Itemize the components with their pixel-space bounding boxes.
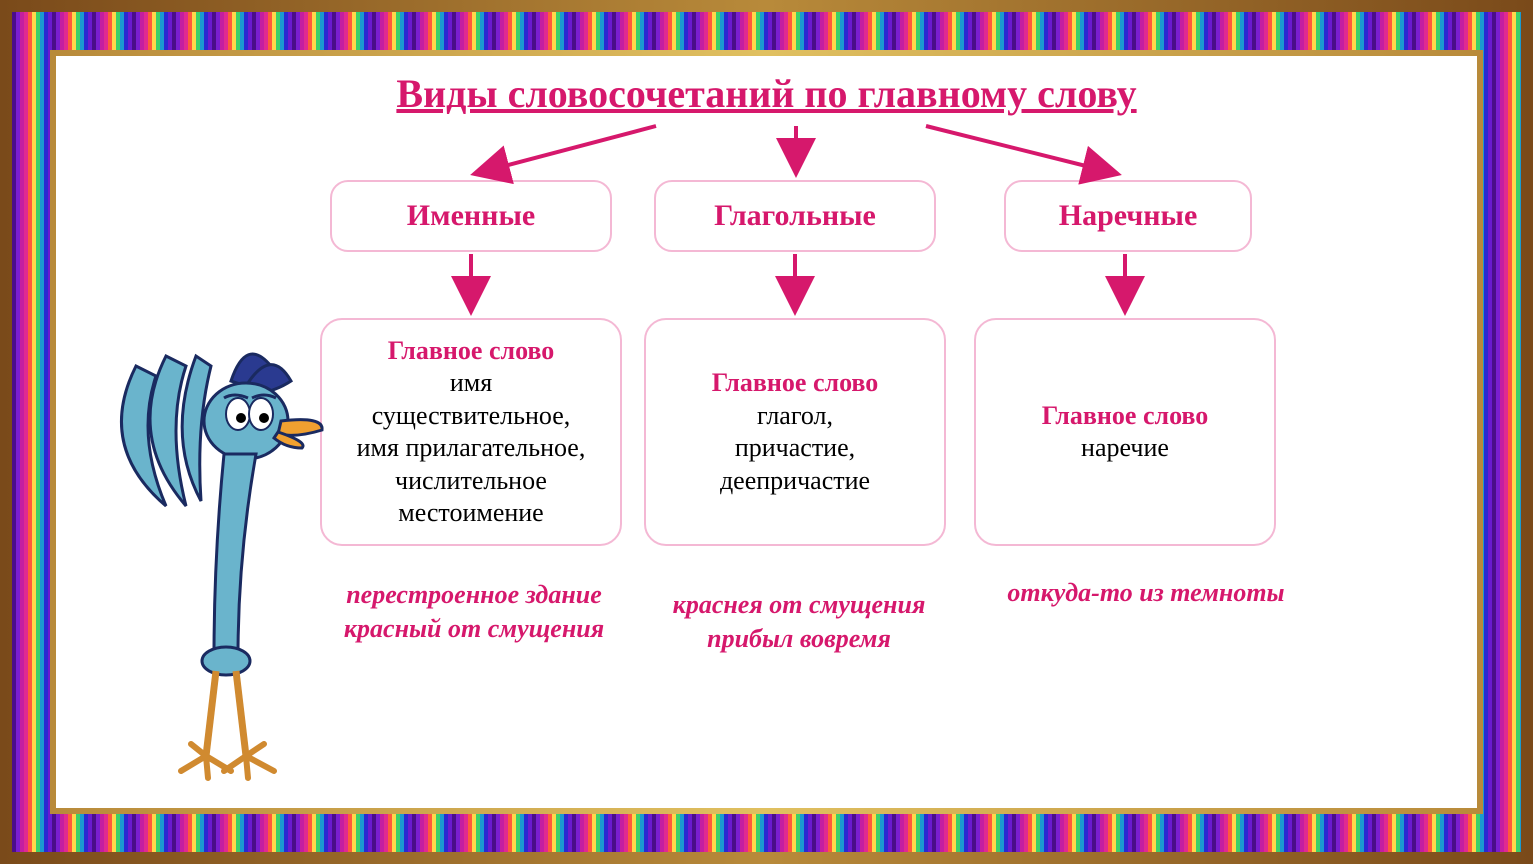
diagram-title: Виды словосочетаний по главному слову — [56, 70, 1477, 117]
detail-body-verbal: глагол, причастие, деепричастие — [720, 400, 870, 498]
frame-outer: Виды словосочетаний по главному слову Им… — [0, 0, 1533, 864]
detail-head-verbal: Главное слово — [712, 367, 879, 400]
category-label-adverbial: Наречные — [1059, 199, 1198, 233]
detail-box-verbal: Главное слово глагол, причастие, дееприч… — [644, 318, 946, 546]
example-nominal: перестроенное здание красный от смущения — [314, 578, 634, 646]
diagram-canvas: Виды словосочетаний по главному слову Им… — [56, 56, 1477, 808]
category-box-adverbial: Наречные — [1004, 180, 1252, 252]
example-adverbial: откуда-то из темноты — [986, 576, 1306, 610]
example-verbal: краснея от смущения прибыл вовремя — [644, 588, 954, 656]
detail-head-nominal: Главное слово — [388, 335, 555, 368]
frame-stripes: Виды словосочетаний по главному слову Им… — [12, 12, 1521, 852]
category-box-verbal: Глагольные — [654, 180, 936, 252]
category-box-nominal: Именные — [330, 180, 612, 252]
detail-body-nominal: имя существительное, имя прилагательное,… — [357, 367, 586, 530]
detail-body-adverbial: наречие — [1081, 432, 1169, 465]
detail-box-nominal: Главное слово имя существительное, имя п… — [320, 318, 622, 546]
roadrunner-icon — [96, 326, 336, 786]
frame-inner: Виды словосочетаний по главному слову Им… — [50, 50, 1483, 814]
detail-head-adverbial: Главное слово — [1042, 400, 1209, 433]
detail-box-adverbial: Главное слово наречие — [974, 318, 1276, 546]
category-label-nominal: Именные — [407, 199, 535, 233]
category-label-verbal: Глагольные — [714, 199, 876, 233]
